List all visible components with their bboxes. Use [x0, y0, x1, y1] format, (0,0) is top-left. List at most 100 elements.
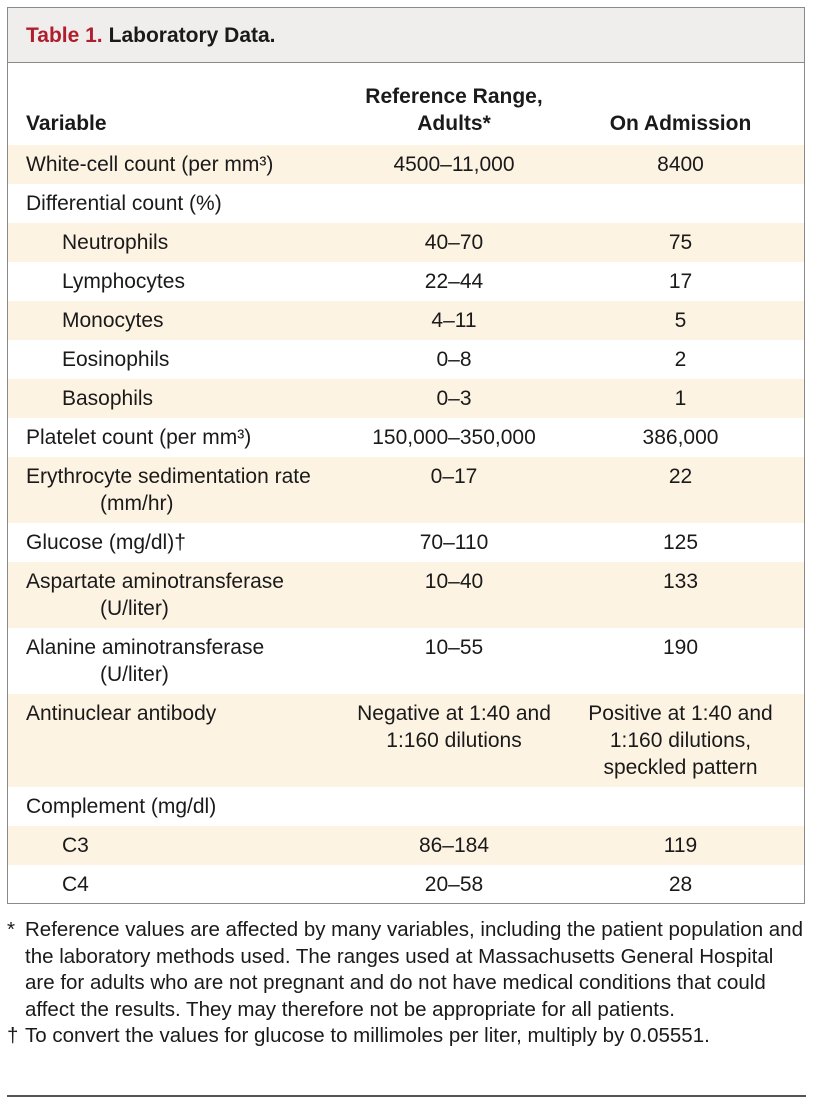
table-cell: C4 — [8, 865, 351, 904]
table-cell — [557, 184, 804, 223]
cell-line: Reference Range, — [365, 85, 543, 108]
table-cell: 386,000 — [557, 418, 804, 457]
table-cell: 4500–11,000 — [351, 145, 557, 184]
column-header: Variable — [8, 104, 351, 143]
table-cell: 8400 — [557, 145, 804, 184]
table-cell: 150,000–350,000 — [351, 418, 557, 457]
column-header: On Admission — [557, 104, 804, 143]
table-cell: Eosinophils — [8, 340, 351, 379]
table-row: Aspartate aminotransferase (U/liter) 10–40… — [8, 562, 804, 628]
cell-line: Negative at 1:40 and — [357, 702, 551, 725]
table-cell: Neutrophils — [8, 223, 351, 262]
cell-line: (U/liter) — [100, 663, 169, 686]
table-cell: 28 — [557, 865, 804, 904]
table-label: Table 1. — [26, 24, 103, 47]
cell-text: 190 — [662, 636, 699, 659]
table-cell: Complement (mg/dl) — [8, 787, 351, 826]
cell-text: Neutrophils — [62, 231, 169, 254]
cell-text: White-cell count (per mm³) — [26, 153, 274, 176]
table-cell: 190 — [557, 628, 804, 694]
column-header: Reference Range, Adults* — [351, 77, 557, 143]
cell-line: (mm/hr) — [100, 492, 174, 515]
footnote: † To convert the values for glucose to mi… — [7, 1023, 804, 1050]
cell-text: Lymphocytes — [62, 270, 185, 293]
table-cell: Alanine aminotransferase (U/liter) — [8, 628, 351, 694]
cell-line: Erythrocyte sedimentation rate — [26, 465, 311, 488]
table-cell: Antinuclear antibody — [8, 694, 351, 787]
cell-text: 40–70 — [424, 231, 484, 254]
bottom-rule — [7, 1095, 806, 1097]
cell-line: (U/liter) — [100, 597, 169, 620]
table-cell: 119 — [557, 826, 804, 865]
table-cell: Glucose (mg/dl)† — [8, 523, 351, 562]
table-cell: 5 — [557, 301, 804, 340]
table-row: Neutrophils 40–70 75 — [8, 223, 804, 262]
cell-text: C3 — [62, 834, 89, 857]
cell-text: Glucose (mg/dl)† — [26, 531, 186, 554]
cell-text: 150,000–350,000 — [372, 426, 536, 449]
cell-text: 0–17 — [430, 465, 478, 488]
table-row: Platelet count (per mm³) 150,000–350,000 3… — [8, 418, 804, 457]
table-row: White-cell count (per mm³) 4500–11,000 840… — [8, 145, 804, 184]
cell-text: 1 — [674, 387, 687, 410]
cell-text: 70–110 — [419, 531, 489, 554]
cell-line: Alanine aminotransferase — [26, 636, 265, 659]
table-cell: Positive at 1:40 and 1:160 dilutions, spec… — [557, 694, 804, 787]
table-row: Basophils 0–3 1 — [8, 379, 804, 418]
table-cell — [557, 787, 804, 826]
cell-text: 86–184 — [418, 834, 490, 857]
cell-text: 10–55 — [424, 636, 484, 659]
table-row: Alanine aminotransferase (U/liter) 10–55 19… — [8, 628, 804, 694]
cell-line: 1:160 dilutions, — [609, 729, 752, 752]
cell-text: Eosinophils — [62, 348, 170, 371]
cell-text: C4 — [62, 873, 89, 896]
table-cell: 0–8 — [351, 340, 557, 379]
table-cell: 10–55 — [351, 628, 557, 694]
cell-text: On Admission — [609, 112, 752, 135]
table-cell: 133 — [557, 562, 804, 628]
table-row: Complement (mg/dl) — [8, 787, 804, 826]
footnote-mark: * — [7, 918, 15, 941]
cell-text: 386,000 — [642, 426, 719, 449]
cell-text: Antinuclear antibody — [26, 702, 217, 725]
table-row: Monocytes 4–11 5 — [8, 301, 804, 340]
cell-text: 4500–11,000 — [393, 153, 515, 176]
column-header-row: Variable Reference Range, Adults* On Admiss… — [8, 77, 804, 143]
cell-text: 133 — [662, 570, 699, 593]
table-cell: 86–184 — [351, 826, 557, 865]
cell-text: 8400 — [657, 153, 704, 176]
table-cell: 20–58 — [351, 865, 557, 904]
cell-line: 1:160 dilutions — [386, 729, 522, 752]
cell-text: 125 — [662, 531, 699, 554]
footnote-text: Reference values are affected by many va… — [25, 918, 803, 1021]
cell-text: 17 — [668, 270, 693, 293]
table-row: C3 86–184 119 — [8, 826, 804, 865]
cell-text: 4–11 — [431, 309, 477, 332]
cell-text: 75 — [668, 231, 693, 254]
cell-text: 22 — [668, 465, 693, 488]
table-cell: Erythrocyte sedimentation rate (mm/hr) — [8, 457, 351, 523]
cell-line: speckled pattern — [603, 756, 758, 779]
table-cell: 2 — [557, 340, 804, 379]
cell-text: 10–40 — [424, 570, 484, 593]
table-cell: Platelet count (per mm³) — [8, 418, 351, 457]
table-cell: Differential count (%) — [8, 184, 351, 223]
cell-text: Variable — [26, 112, 107, 135]
cell-text: Basophils — [62, 387, 154, 410]
table-cell: Negative at 1:40 and 1:160 dilutions — [351, 694, 557, 787]
table-cell: 22 — [557, 457, 804, 523]
table-cell: C3 — [8, 826, 351, 865]
table-cell: Basophils — [8, 379, 351, 418]
table-cell: 10–40 — [351, 562, 557, 628]
table-row: Lymphocytes 22–44 17 — [8, 262, 804, 301]
footnotes: * Reference values are affected by many v… — [7, 917, 804, 1050]
footnote-text: To convert the values for glucose to mil… — [25, 1024, 710, 1047]
cell-text: 28 — [668, 873, 693, 896]
table-body: White-cell count (per mm³) 4500–11,000 840… — [8, 145, 804, 904]
cell-line: Adults* — [417, 112, 491, 135]
table-cell: White-cell count (per mm³) — [8, 145, 351, 184]
table-cell: 1 — [557, 379, 804, 418]
table-box: Table 1. Laboratory Data. Variable Referen… — [7, 7, 805, 904]
cell-text: Monocytes — [62, 309, 164, 332]
table-cell: Aspartate aminotransferase (U/liter) — [8, 562, 351, 628]
